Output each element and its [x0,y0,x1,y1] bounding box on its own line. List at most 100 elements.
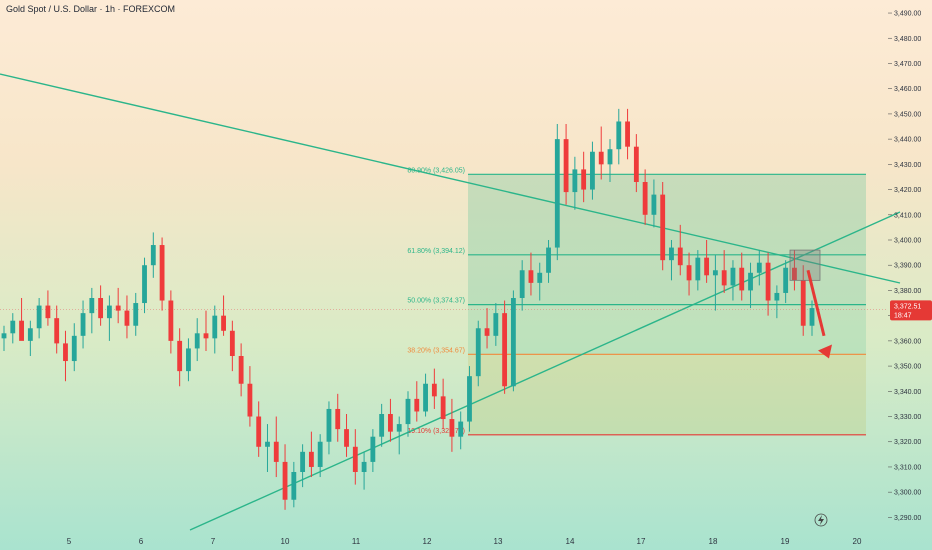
candle-body [546,247,551,273]
candle-body [106,305,112,319]
time-tick-label: 19 [781,537,790,546]
price-tick-label: 3,460.00 [894,86,921,93]
candle-body [405,398,411,425]
bar-countdown: 18:47 [894,312,912,319]
candlestick-series [0,108,888,510]
candle-body [633,146,639,182]
candle-body [168,300,174,341]
candle-body [686,265,692,281]
time-tick-label: 12 [423,537,432,546]
candle-body [159,245,165,301]
candle-body [344,429,349,447]
candle-body [186,348,191,372]
candle-body [625,121,630,147]
candle-body [484,328,490,336]
candle-body [475,328,481,377]
fib-zone [468,254,866,305]
candle-body [607,149,613,165]
fib-level-label: 61.80% (3,394.12) [407,248,465,255]
lightning-icon[interactable] [814,513,828,527]
ascending-trendline[interactable] [189,211,901,531]
time-tick-label: 7 [211,537,216,546]
candle-body [660,194,666,261]
candle-body [440,396,446,420]
candle-body [396,424,402,432]
price-axis[interactable]: 3,290.00 3,300.00 3,310.00 3,320.00 3,330.00… [888,11,932,522]
candle-body [800,280,806,326]
price-tick-label: 3,420.00 [894,187,921,194]
price-tick-label: 3,390.00 [894,263,921,270]
time-tick-label: 13 [494,537,503,546]
fibonacci-retracement[interactable]: 80.90% (3,426.05) 61.80% (3,394.12) 50.00%… [407,167,866,436]
candle-body [256,416,262,447]
candle-body [300,451,306,472]
candle-body [616,121,622,150]
candle-body [273,441,279,462]
price-tick-label: 3,410.00 [894,212,921,219]
trendlines[interactable] [0,73,901,531]
price-tick-label: 3,470.00 [894,61,921,68]
candle-body [765,262,771,301]
candle-body [203,333,209,339]
candle-body [431,383,437,397]
fib-level-label: 38.20% (3,354.67) [407,347,465,354]
fib-zone [468,354,866,435]
candle-body [19,320,24,341]
price-tick-label: 3,340.00 [894,389,921,396]
candle-body [238,356,244,384]
candle-body [45,305,51,319]
fib-zone [468,304,866,355]
candle-body [537,272,543,283]
time-axis[interactable]: 5 6 7 10 11 12 13 14 17 18 19 20 [67,513,862,546]
candle-body [677,247,683,266]
candle-body [572,169,578,193]
candle-body [449,419,455,437]
candle-body [712,270,718,276]
time-tick-label: 10 [281,537,290,546]
candle-body [721,270,727,286]
price-tick-label: 3,320.00 [894,439,921,446]
candle-body [361,461,367,472]
candle-body [739,267,745,291]
candle-body [809,308,815,326]
price-tick-label: 3,480.00 [894,36,921,43]
time-tick-label: 6 [139,537,144,546]
candle-body [177,340,183,372]
price-tick-label: 3,310.00 [894,464,921,471]
candle-body [221,315,226,331]
candle-body [1,333,7,339]
descending-trendline[interactable] [0,73,901,284]
price-tick-label: 3,330.00 [894,414,921,421]
candle-body [89,298,95,314]
candle-body [581,169,587,190]
fib-zone [468,174,866,255]
annotations [789,249,832,359]
candle-body [265,441,270,447]
candle-body [651,194,657,215]
fib-level-label: 80.90% (3,426.05) [407,167,465,174]
candle-body [247,383,253,417]
candle-body [774,292,780,301]
price-tick-label: 3,380.00 [894,288,921,295]
candle-body [115,305,121,311]
candle-body [98,298,104,319]
candle-body [379,414,385,437]
candle-body [792,267,797,281]
projection-arrow-shaft [806,269,826,337]
current-price-badge[interactable] [890,300,932,321]
candle-body [783,267,789,293]
candle-body [27,328,33,341]
price-tick-label: 3,400.00 [894,238,921,245]
candle-body [142,265,147,304]
price-tick-label: 3,490.00 [894,11,921,18]
time-tick-label: 14 [566,537,575,546]
price-tick-label: 3,360.00 [894,338,921,345]
candle-body [194,333,200,349]
candle-body [704,257,710,276]
projection-arrow-head [818,344,832,359]
candle-body [423,383,428,412]
candle-body [695,257,701,281]
candle-body [317,441,323,467]
time-tick-label: 5 [67,537,72,546]
